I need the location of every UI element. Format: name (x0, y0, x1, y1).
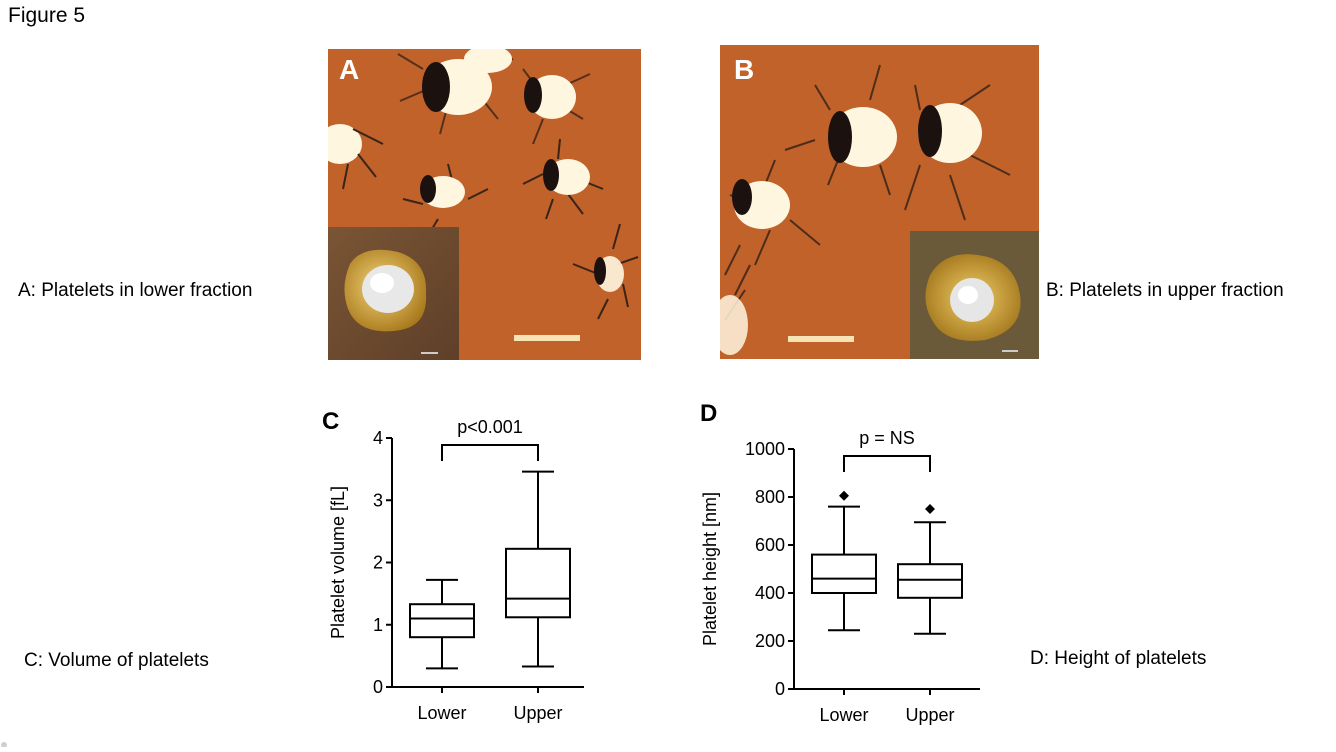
y-tick-label: 1000 (745, 439, 785, 459)
x-tick-label-upper: Upper (513, 703, 562, 723)
significance-label: p = NS (859, 428, 915, 448)
box-lower (811, 553, 877, 595)
outlier-marker (839, 490, 849, 501)
y-tick-label: 200 (755, 631, 785, 651)
box-upper (505, 547, 571, 619)
box-lower (409, 603, 475, 639)
afm-image-a-graphic (328, 49, 641, 360)
y-tick-label: 800 (755, 487, 785, 507)
y-tick-label: 600 (755, 535, 785, 555)
caption-panel-b: B: Platelets in upper fraction (1046, 280, 1284, 301)
x-tick-label-lower: Lower (819, 705, 868, 725)
boxplot-c-svg: C 0 1 2 3 4 Platelet volume [fL] Lower Upper p<0.… (322, 408, 584, 723)
x-tick-label-lower: Lower (417, 703, 466, 723)
page-edge-mark (0, 734, 14, 748)
boxplot-panel-d: D 0 200 400 600 800 1000 Platelet height [nm] Lo… (690, 395, 1030, 740)
panel-letter-a: A (339, 54, 360, 85)
y-tick-label: 0 (775, 679, 785, 699)
y-axis-label: Platelet height [nm] (700, 492, 720, 646)
x-tick-label-upper: Upper (905, 705, 954, 725)
caption-panel-d: D: Height of platelets (1030, 648, 1207, 669)
y-tick-label: 3 (373, 490, 383, 510)
boxplot-d-svg: D 0 200 400 600 800 1000 Platelet height [nm] Lo… (700, 400, 980, 725)
panel-letter-b: B (734, 54, 755, 85)
caption-panel-c: C: Volume of platelets (24, 650, 209, 671)
significance-bracket (843, 455, 931, 472)
panel-letter: D (700, 400, 717, 427)
y-tick-label: 1 (373, 615, 383, 635)
boxplot-panel-c: C 0 1 2 3 4 Platelet volume [fL] Lower Upper p<0.… (300, 395, 630, 740)
afm-image-panel-a: A (328, 49, 641, 360)
y-tick-label: 400 (755, 583, 785, 603)
y-tick-label: 0 (373, 677, 383, 697)
scale-bar-b (788, 336, 854, 342)
panel-letter: C (322, 408, 339, 435)
afm-image-panel-b: B (720, 45, 1039, 359)
y-tick-label: 4 (373, 428, 383, 448)
outlier-marker (925, 504, 935, 514)
afm-image-b-graphic (720, 45, 1039, 359)
caption-panel-a: A: Platelets in lower fraction (18, 280, 253, 301)
y-axis-label: Platelet volume [fL] (328, 486, 348, 639)
scale-bar-a (514, 335, 580, 341)
significance-label: p<0.001 (457, 417, 523, 437)
figure-title: Figure 5 (8, 4, 86, 27)
box-upper (897, 563, 963, 599)
significance-bracket (441, 444, 539, 461)
y-tick-label: 2 (373, 553, 383, 573)
